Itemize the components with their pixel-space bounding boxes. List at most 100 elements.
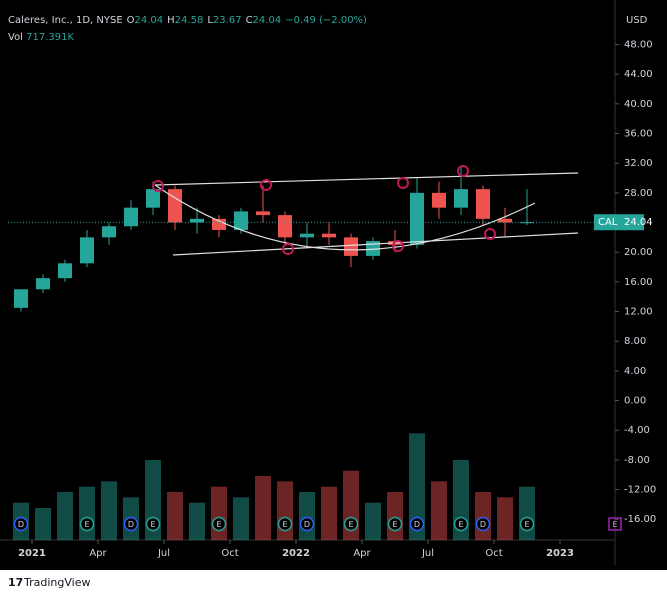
volume-bar [431, 481, 447, 540]
ohlc-key: H [167, 15, 175, 26]
volume-bar [233, 497, 249, 540]
y-tick-label: 48.00 [624, 40, 653, 51]
ohlc-value: 24.04 [253, 15, 282, 26]
event-badge [608, 517, 622, 531]
y-tick-label: 4.00 [624, 366, 646, 377]
event-badge [343, 516, 359, 532]
x-tick-label: 2021 [18, 548, 46, 559]
event-label: E [524, 520, 529, 529]
candle-body [278, 215, 292, 238]
last-price: 24.04 [624, 217, 653, 228]
y-tick-label: -16.00 [624, 514, 656, 525]
x-tick-label: Jul [157, 548, 170, 559]
ticker: CAL [598, 217, 618, 228]
marker [392, 240, 404, 252]
event-badge [409, 516, 425, 532]
time-axis [0, 540, 667, 568]
event-badge [123, 516, 139, 532]
ohlc-value: 23.67 [213, 15, 242, 26]
x-tick-label: 2022 [282, 548, 310, 559]
drawings [152, 165, 579, 256]
candle-body [14, 289, 28, 308]
event-badge [475, 516, 491, 532]
vol-value: 717.391K [26, 32, 74, 43]
candle-body [410, 192, 424, 245]
y-tick-label: 0.00 [624, 396, 646, 407]
marker [152, 180, 164, 192]
event-badge [145, 516, 161, 532]
arc [154, 184, 536, 251]
ohlc-key: L [207, 15, 213, 26]
y-tick-label: -4.00 [624, 425, 650, 436]
marker [260, 179, 272, 191]
candle-body [212, 218, 226, 230]
trend-line [154, 172, 579, 186]
marker [484, 228, 496, 240]
volume-bar [57, 492, 73, 540]
price-layer [14, 166, 534, 312]
volume-bar [475, 492, 491, 540]
volume-bar [101, 481, 117, 540]
event-label: D [480, 520, 486, 529]
volume-bar [519, 486, 535, 540]
volume-bar [497, 497, 513, 540]
price-label-bg [594, 214, 644, 231]
volume-bar [35, 508, 51, 540]
y-tick-label: -8.00 [624, 455, 650, 466]
candle-body [234, 211, 248, 230]
y-tick-label: 12.00 [624, 307, 653, 318]
event-label: D [18, 520, 24, 529]
change: −0.49 (−2.00%) [285, 15, 367, 26]
volume-bar [321, 486, 337, 540]
candle-body [168, 189, 182, 223]
x-tick-label: Oct [221, 548, 238, 559]
volume-legend: Vol 717.391K [8, 32, 75, 43]
symbol: Caleres, Inc., 1D, NYSE [8, 15, 123, 26]
x-tick-label: Apr [353, 548, 371, 559]
marker [457, 165, 469, 177]
volume-bar [409, 433, 425, 540]
event-badge [453, 516, 469, 532]
volume-bar [79, 486, 95, 540]
candle-body [58, 263, 72, 279]
brand: TradingView [23, 576, 90, 589]
candle-body [36, 278, 50, 290]
candle-body [256, 211, 270, 216]
event-label: E [612, 520, 617, 529]
ohlc-key: C [246, 15, 253, 26]
volume-bar [255, 476, 271, 540]
event-label: E [150, 520, 155, 529]
y-tick-label: 8.00 [624, 336, 646, 347]
legend-line: Caleres, Inc., 1D, NYSE O24.04 H24.58 L23.6… [8, 15, 367, 26]
background [0, 0, 667, 570]
event-label: E [392, 520, 397, 529]
marker [282, 243, 294, 255]
event-label: E [216, 520, 221, 529]
event-label: D [304, 520, 310, 529]
event-badge [211, 516, 227, 532]
currency: USD [626, 15, 648, 26]
ohlc-value: 24.04 [135, 15, 164, 26]
candle-body [190, 218, 204, 223]
candle-body [344, 237, 358, 256]
event-label: E [282, 520, 287, 529]
vol-label: Vol [8, 32, 23, 43]
volume-bar [387, 492, 403, 540]
event-label: E [348, 520, 353, 529]
candle-body [300, 233, 314, 238]
volume-bar [211, 486, 227, 540]
x-tick-label: Jul [421, 548, 434, 559]
candle-body [476, 189, 490, 219]
event-badge [519, 516, 535, 532]
marker [397, 177, 409, 189]
ohlc-key: O [127, 15, 135, 26]
y-tick-label: 20.00 [624, 247, 653, 258]
candle-body [454, 189, 468, 208]
candle-body [498, 218, 512, 223]
event-label: E [84, 520, 89, 529]
y-tick-label: 36.00 [624, 129, 653, 140]
event-badge [387, 516, 403, 532]
volume-bar [189, 502, 205, 540]
candle-body [80, 237, 94, 264]
event-badge [299, 516, 315, 532]
